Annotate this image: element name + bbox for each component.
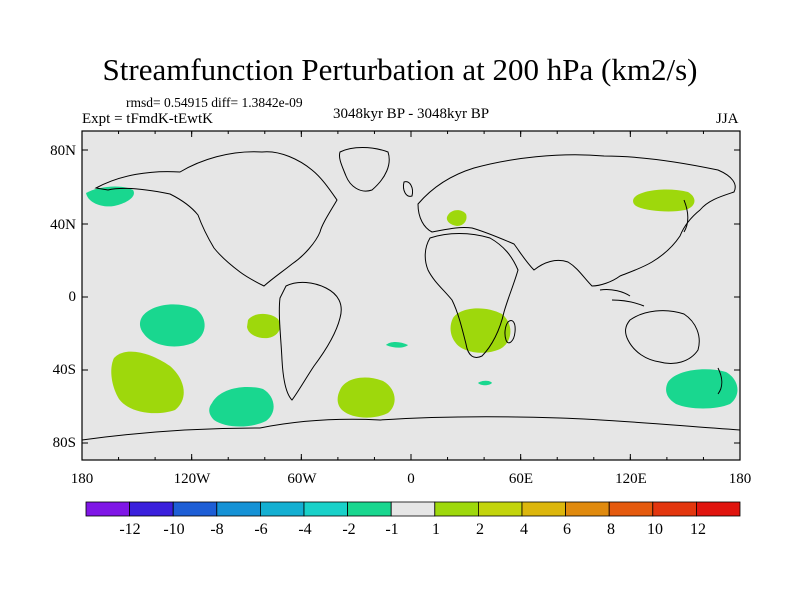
- coastlines: [81, 147, 741, 441]
- colorbar-label: -10: [163, 521, 184, 538]
- colorbar-swatch: [216, 501, 261, 517]
- lon-label: 180: [71, 471, 94, 487]
- colorbar-swatch: [696, 501, 741, 517]
- lat-label: 80S: [53, 435, 76, 451]
- colorbar: [85, 501, 741, 517]
- coast-indonesia: [599, 289, 645, 307]
- coast-japan: [683, 199, 689, 233]
- colorbar-swatch: [347, 501, 392, 517]
- colorbar-swatch: [477, 501, 523, 517]
- axis-ticks: [81, 131, 741, 460]
- map-background: [82, 131, 740, 460]
- colorbar-label: 4: [520, 521, 528, 538]
- colorbar-label: -2: [342, 521, 355, 538]
- colorbar-label: -1: [385, 521, 398, 538]
- colorbar-swatch: [608, 501, 654, 517]
- lon-label: 120E: [615, 471, 647, 487]
- region-japan-positive: [633, 189, 695, 212]
- region-indian-ocean-small-negative: [478, 380, 492, 386]
- region-south-atlantic-small-negative: [386, 342, 408, 348]
- region-north-pacific-negative: [86, 186, 134, 207]
- lat-label: 40N: [50, 217, 76, 233]
- coast-greenland: [339, 147, 390, 192]
- lat-labels: 80N 40N 0 40S 80S: [50, 143, 76, 451]
- colorbar-swatch: [303, 501, 348, 517]
- colorbar-label: 10: [647, 521, 663, 538]
- colorbar-swatch: [129, 501, 174, 517]
- colorbar-swatch: [85, 501, 130, 517]
- colorbar-swatch: [565, 501, 610, 517]
- colorbar-swatch: [652, 501, 697, 517]
- coast-north-america: [94, 151, 338, 287]
- period-label: 3048kyr BP - 3048kyr BP: [332, 106, 490, 122]
- anomaly-regions: [86, 186, 738, 427]
- region-south-atlantic-positive: [337, 377, 395, 418]
- colorbar-label: -8: [210, 521, 223, 538]
- colorbar-label: 6: [563, 521, 571, 538]
- region-south-pacific-east-negative: [209, 386, 274, 427]
- region-southern-africa-positive: [450, 308, 511, 353]
- plot-title: Streamfunction Perturbation at 200 hPa (…: [102, 52, 698, 87]
- colorbar-swatch: [521, 501, 566, 517]
- season-label: JJA: [716, 111, 739, 127]
- coast-africa: [424, 233, 519, 358]
- lat-label: 80N: [50, 143, 76, 159]
- lat-label: 40S: [53, 362, 76, 378]
- colorbar-label: -4: [298, 521, 311, 538]
- coast-new-zealand: [717, 367, 723, 395]
- colorbar-labels: -12 -10 -8 -6 -4 -2 -1 1 2 4 6 8 10 12: [119, 521, 706, 538]
- coast-south-america: [278, 281, 342, 401]
- colorbar-swatch: [434, 501, 479, 517]
- colorbar-swatch: [172, 501, 218, 517]
- region-southeast-pacific-negative: [666, 369, 738, 409]
- coast-eurasia: [417, 154, 736, 287]
- colorbar-label: 2: [476, 521, 484, 538]
- colorbar-label: 12: [690, 521, 706, 538]
- region-south-pacific-west-positive: [111, 351, 184, 414]
- colorbar-label: -12: [119, 521, 140, 538]
- region-europe-positive: [446, 210, 467, 226]
- coast-australia: [625, 310, 700, 364]
- region-south-atlantic-west-positive: [247, 313, 281, 339]
- colorbar-swatch: [390, 501, 436, 517]
- lon-label: 180: [729, 471, 752, 487]
- colorbar-swatch: [259, 501, 305, 517]
- region-south-pacific-central-negative: [139, 304, 205, 347]
- coast-antarctica: [81, 416, 741, 441]
- lat-label: 0: [69, 289, 77, 305]
- coast-madagascar: [504, 319, 516, 344]
- lon-labels: 180 120W 60W 0 60E 120E 180: [71, 471, 752, 487]
- coast-uk: [403, 181, 413, 197]
- experiment-label: Expt = tFmdK-tEwtK: [82, 111, 213, 127]
- lon-label: 60E: [509, 471, 533, 487]
- colorbar-label: 8: [607, 521, 615, 538]
- colorbar-label: -6: [254, 521, 267, 538]
- lon-label: 0: [407, 471, 415, 487]
- lon-label: 60W: [287, 471, 317, 487]
- stats-label: rmsd= 0.54915 diff= 1.3842e-09: [126, 95, 303, 110]
- colorbar-label: 1: [432, 521, 440, 538]
- lon-label: 120W: [174, 471, 212, 487]
